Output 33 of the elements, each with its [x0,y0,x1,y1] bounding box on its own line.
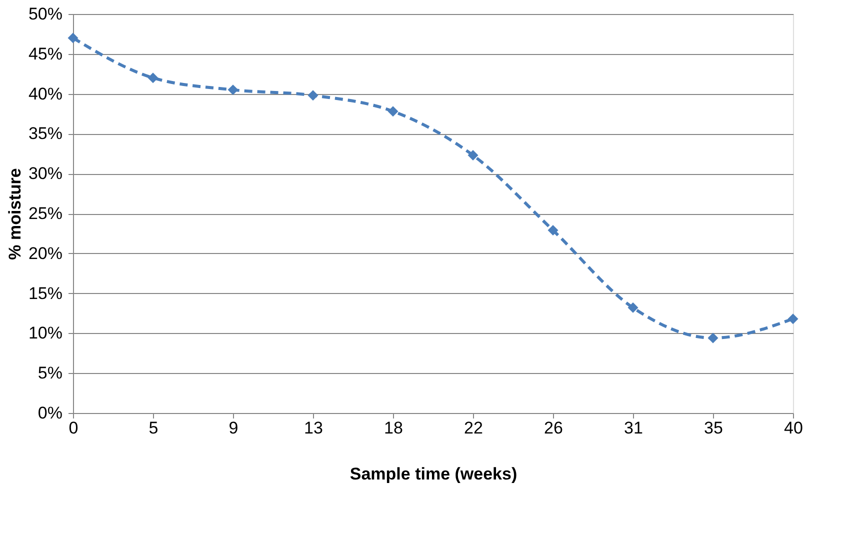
x-tick-label: 5 [148,418,158,438]
y-tick-label: 25% [28,204,62,223]
y-tick-label: 30% [28,164,62,184]
x-tick-label: 22 [464,418,483,438]
y-tick-label: 0% [38,404,62,422]
y-tick-label: 50% [28,4,62,24]
point [708,332,718,344]
point [148,72,158,84]
point [388,106,398,117]
y-tick-label: 45% [28,44,62,64]
point [628,302,638,313]
y-tick-label: 10% [28,324,62,343]
point [548,225,558,236]
x-tick-label: 31 [624,418,643,438]
y-tick-label: 40% [28,84,62,104]
x-tick-label: 40 [784,418,803,438]
point [228,84,238,96]
point [68,32,78,44]
y-tick-label: 5% [38,364,62,383]
x-tick-label: 35 [704,418,723,438]
y-tick-label: 15% [28,284,62,303]
point [468,150,478,160]
point [788,314,798,324]
x-tick-label: 18 [384,418,403,438]
x-axis-title: Sample time (weeks) [350,464,518,484]
y-tick-label: 35% [28,124,62,144]
x-tick-label: 9 [228,418,238,438]
x-tick-label: 13 [304,418,323,438]
x-tick-label: 0 [68,418,78,438]
y-axis-title: % moisture [5,168,24,260]
point [308,90,318,101]
x-tick-label: 26 [544,418,563,438]
y-tick-label: 20% [28,244,62,263]
